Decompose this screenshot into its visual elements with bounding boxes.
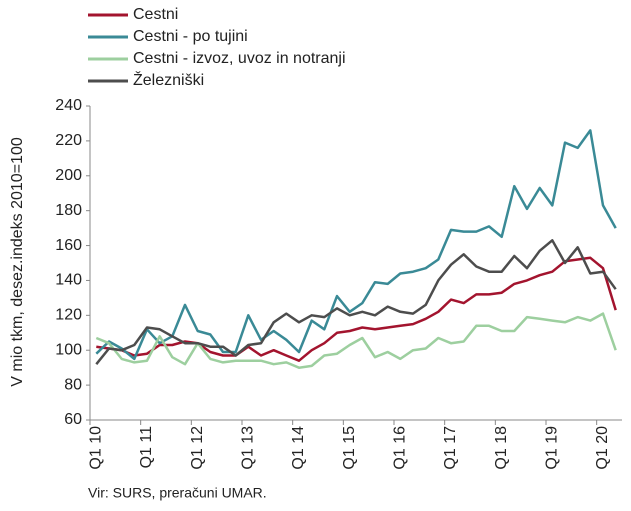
series-line: [95, 239, 617, 365]
y-tick-label: 200: [55, 167, 82, 184]
y-tick-label: 60: [64, 411, 82, 428]
y-tick-label: 160: [55, 237, 82, 254]
x-tick-label: Q1 11: [138, 426, 155, 469]
x-tick-label: Q1 10: [88, 426, 105, 470]
series-line: [95, 312, 617, 369]
x-tick-label: Q1 20: [594, 426, 611, 470]
x-tick-label: Q1 15: [341, 426, 358, 470]
legend-label: Cestni: [133, 6, 178, 23]
legend-label: Cestni - izvoz, uvoz in notranji: [133, 50, 346, 67]
y-tick-label: 180: [55, 202, 82, 219]
y-tick-label: 140: [55, 272, 82, 289]
series-line: [95, 129, 617, 361]
x-tick-label: Q1 16: [392, 426, 409, 470]
y-axis-label: V mio tkm, desez.indeks 2010=100: [9, 137, 26, 387]
series-line: [96, 256, 617, 362]
x-tick-label: Q1 13: [240, 426, 257, 470]
y-tick-label: 220: [55, 132, 82, 149]
y-tick-label: 80: [64, 376, 82, 393]
y-tick-label: 100: [55, 341, 82, 358]
x-tick-label: Q1 12: [189, 426, 206, 470]
legend-label: Železniški: [133, 70, 204, 89]
x-tick-label: Q1 18: [493, 426, 510, 470]
source-note: Vir: SURS, preračuni UMAR.: [88, 485, 267, 501]
legend-label: Cestni - po tujini: [133, 28, 248, 45]
x-tick-label: Q1 14: [290, 426, 307, 470]
y-tick-label: 120: [55, 307, 82, 324]
y-tick-label: 240: [55, 97, 82, 114]
x-tick-label: Q1 17: [442, 426, 459, 470]
x-tick-label: Q1 19: [544, 426, 561, 470]
